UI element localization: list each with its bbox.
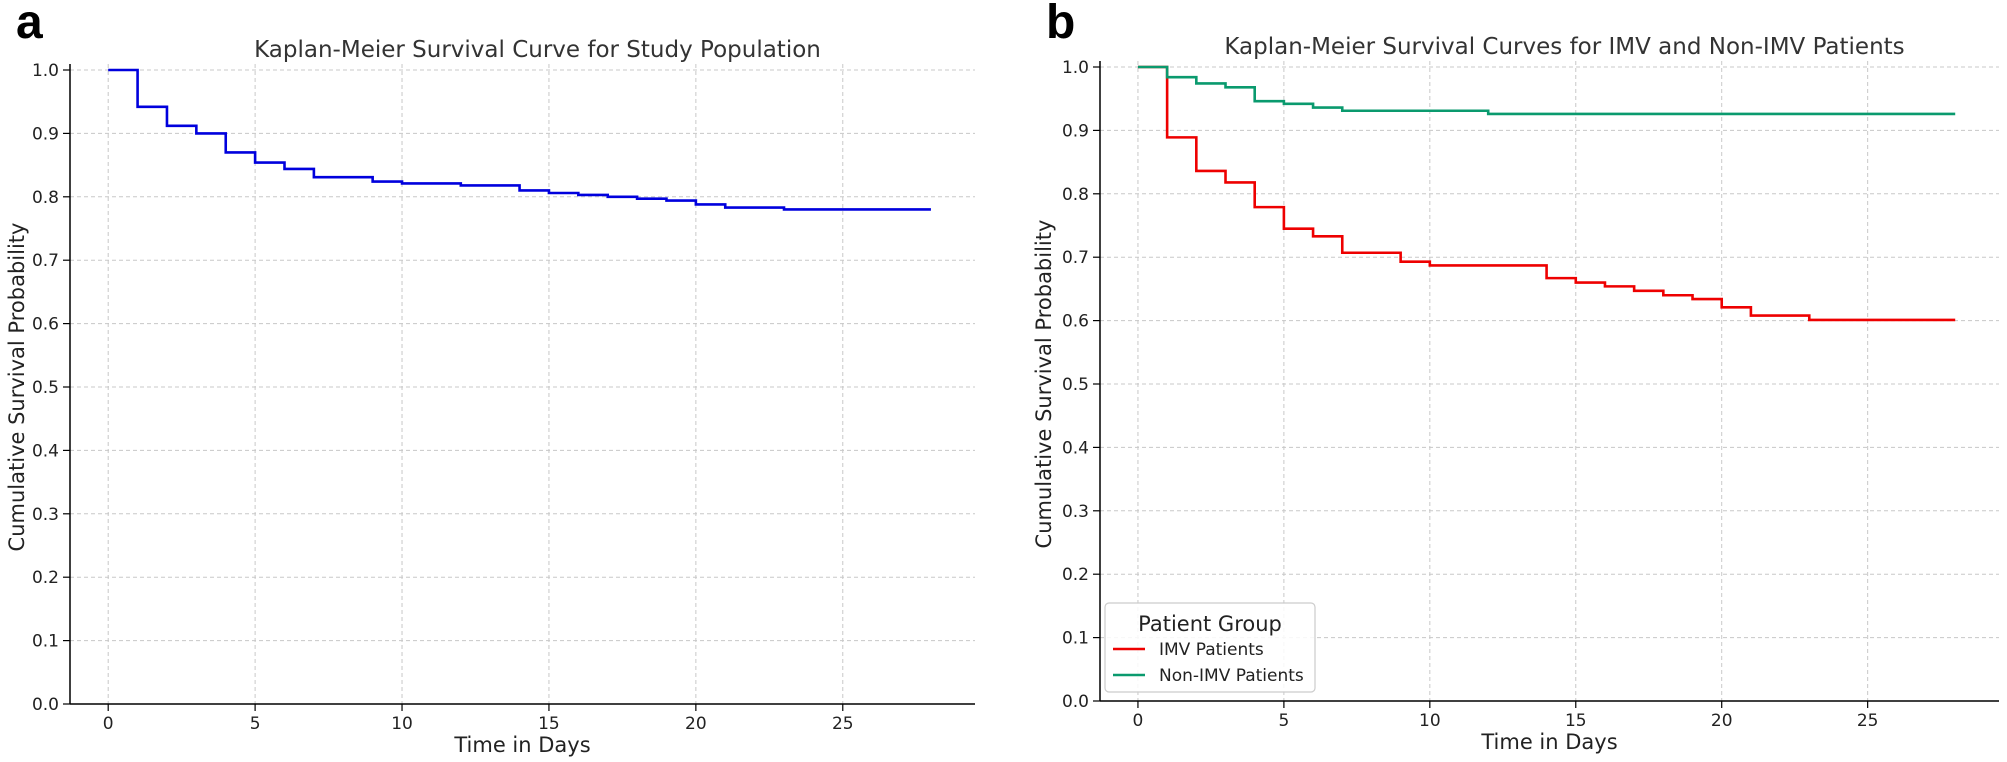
a-xtick-label: 25 (832, 714, 854, 734)
b-xtick-label: 15 (1565, 711, 1587, 731)
a-ytick-label: 0.5 (32, 378, 59, 398)
a-ytick-label: 0.3 (32, 505, 59, 525)
b-xtick-label: 5 (1278, 711, 1289, 731)
panel-a-spines (69, 64, 975, 705)
panel-a-title: Kaplan-Meier Survival Curve for Study Po… (254, 37, 821, 63)
b-ytick-label: 1.0 (1062, 58, 1089, 78)
b-ytick-label: 0.4 (1062, 438, 1089, 458)
panel-a-series (108, 68, 931, 211)
panel-a-ylabel: Cumulative Survival Probability (5, 223, 29, 552)
panel-a-grid (70, 64, 975, 705)
legend-label-imv: IMV Patients (1159, 640, 1264, 660)
a-ytick-label: 0.8 (32, 188, 59, 208)
panel-a: a 0 5 10 15 20 250.00.10.20.30.40.50.60.70.80… (5, 0, 975, 757)
a-ytick-label: 0.7 (32, 251, 59, 271)
b-ytick-label: 0.5 (1062, 375, 1089, 395)
a-xtick-label: 15 (538, 714, 560, 734)
b-ytick-label: 0.2 (1062, 565, 1089, 585)
b-xtick-label: 25 (1857, 711, 1879, 731)
b-ytick-label: 0.6 (1062, 312, 1089, 332)
panel-b-grid (1100, 61, 1999, 702)
panel-letter-a: a (16, 0, 43, 49)
a-xtick-label: 0 (103, 714, 114, 734)
b-series-imv-patients (1137, 65, 1956, 322)
a-xtick-label: 5 (250, 714, 261, 734)
legend-frame (1104, 602, 1316, 693)
a-ytick-label: 0.4 (32, 441, 59, 461)
a-xtick-label: 20 (685, 714, 707, 734)
b-ytick-label: 0.8 (1062, 185, 1089, 205)
legend-title: Patient Group (1138, 612, 1282, 636)
panel-b-title: Kaplan-Meier Survival Curves for IMV and… (1224, 34, 1904, 60)
panel-letter-b: b (1046, 0, 1075, 49)
legend-label-non-imv: Non-IMV Patients (1159, 666, 1304, 686)
a-ytick-label: 0.6 (32, 315, 59, 335)
panel-b-ticks: 0 5 10 15 20 25 0.0 0.1 0.2 0.3 0.4 0.5 0.6 0.7 0.8 0.9… (1062, 58, 1879, 731)
panel-a-ticks: 0 5 10 15 20 25 0.0 0.1 0.2 0.3 0.4 0.5 0.6 0.7 0.8 0.9… (32, 61, 854, 734)
panel-b-spines (1099, 61, 1999, 702)
b-xtick-label: 10 (1419, 711, 1441, 731)
a-ytick-label: 0.1 (32, 632, 59, 652)
panel-b-series (1137, 65, 1956, 322)
b-xtick-label: 0 (1133, 711, 1144, 731)
a-ytick-label: 0.2 (32, 568, 59, 588)
b-ytick-label: 0.7 (1062, 248, 1089, 268)
b-ytick-label: 0.9 (1062, 121, 1089, 141)
b-xtick-label: 20 (1711, 711, 1733, 731)
b-ytick-label: 0.3 (1062, 502, 1089, 522)
a-ytick-label: 1.0 (32, 61, 59, 81)
a-series-study-population (108, 68, 931, 211)
panel-b: b 0 5 10 15 20 250.00.10.20.30.40.50.60.70.80… (1032, 0, 1999, 754)
panel-b-legend: Patient Group IMV Patients Non-IMV Patie… (1104, 602, 1316, 693)
a-ytick-label: 0.9 (32, 124, 59, 144)
a-ytick-label: 0.0 (32, 695, 59, 715)
a-xtick-label: 10 (391, 714, 413, 734)
panel-a-xlabel: Time in Days (453, 733, 590, 757)
b-series-non-imv-patients (1137, 65, 1956, 116)
panel-b-xlabel: Time in Days (1480, 730, 1617, 754)
b-ytick-label: 0.0 (1062, 692, 1089, 712)
b-ytick-label: 0.1 (1062, 629, 1089, 649)
panel-b-ylabel: Cumulative Survival Probability (1032, 220, 1056, 549)
